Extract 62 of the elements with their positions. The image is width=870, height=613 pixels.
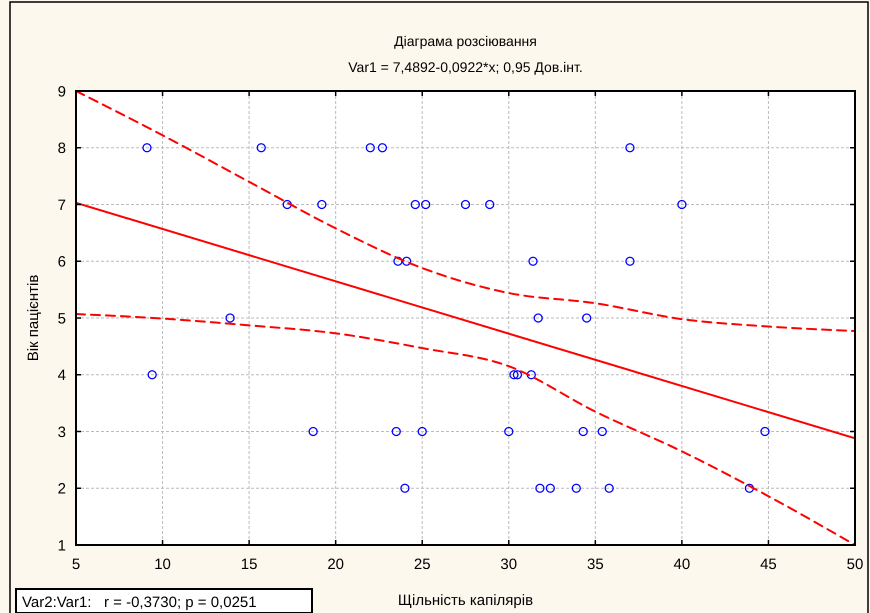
y-tick-label: 2 <box>58 480 66 498</box>
point <box>400 484 410 493</box>
chart-subtitle: Var1 = 7,4892-0,0922*x; 0,95 Дов.інт. <box>348 59 583 75</box>
x-axis-title: Щільність капілярів <box>398 592 534 609</box>
point <box>598 426 607 436</box>
y-tick-label: 4 <box>58 367 66 384</box>
x-tick-label: 10 <box>154 556 171 573</box>
point <box>572 484 581 493</box>
x-tick-label: 20 <box>327 556 344 573</box>
x-tick-label: 50 <box>846 556 864 573</box>
x-tick-label: 40 <box>674 556 690 573</box>
point <box>512 370 522 380</box>
point <box>378 143 388 152</box>
x-tick-label: 15 <box>240 556 258 573</box>
point <box>485 200 494 210</box>
point <box>366 143 375 152</box>
point <box>393 256 403 266</box>
line-series <box>76 91 855 332</box>
point <box>546 484 555 493</box>
text: Var2:Var1: r = -0,3730; p = 0,0251 <box>22 594 257 611</box>
point <box>582 313 592 323</box>
point <box>392 426 401 436</box>
y-tick-label: 7 <box>58 196 66 214</box>
point <box>256 143 266 152</box>
point <box>744 484 754 493</box>
point <box>418 426 427 436</box>
line-series <box>76 313 855 545</box>
y-tick-label: 5 <box>58 310 66 328</box>
point <box>526 370 536 380</box>
y-tick-label: 8 <box>58 140 66 157</box>
x-tick-label: 25 <box>414 556 431 573</box>
point <box>148 370 157 380</box>
point <box>625 143 635 152</box>
point <box>528 256 538 266</box>
y-tick-label: 6 <box>58 254 66 270</box>
point <box>534 313 543 323</box>
x-tick-label: 45 <box>760 556 777 573</box>
point <box>308 426 318 436</box>
point <box>625 256 635 266</box>
y-axis-title: Вік пацієнтів <box>25 274 42 362</box>
point <box>460 200 470 210</box>
point <box>509 370 519 380</box>
y-tick-label: 1 <box>58 537 66 554</box>
point <box>535 484 545 493</box>
chart-title: Діаграма розсіювання <box>394 33 537 49</box>
x-tick-label: 30 <box>500 556 518 573</box>
point <box>282 200 292 210</box>
y-tick-label: 9 <box>58 83 66 100</box>
point <box>760 426 770 436</box>
point <box>410 200 420 210</box>
point <box>578 426 588 436</box>
x-tick-label: 35 <box>586 556 604 573</box>
point <box>317 200 326 210</box>
point <box>504 426 514 436</box>
y-tick-label: 3 <box>58 424 66 441</box>
point <box>225 313 235 323</box>
point <box>677 200 687 210</box>
point <box>421 200 430 210</box>
point <box>142 143 152 152</box>
point <box>604 484 614 493</box>
x-tick-label: 5 <box>72 556 80 573</box>
point <box>402 256 412 266</box>
